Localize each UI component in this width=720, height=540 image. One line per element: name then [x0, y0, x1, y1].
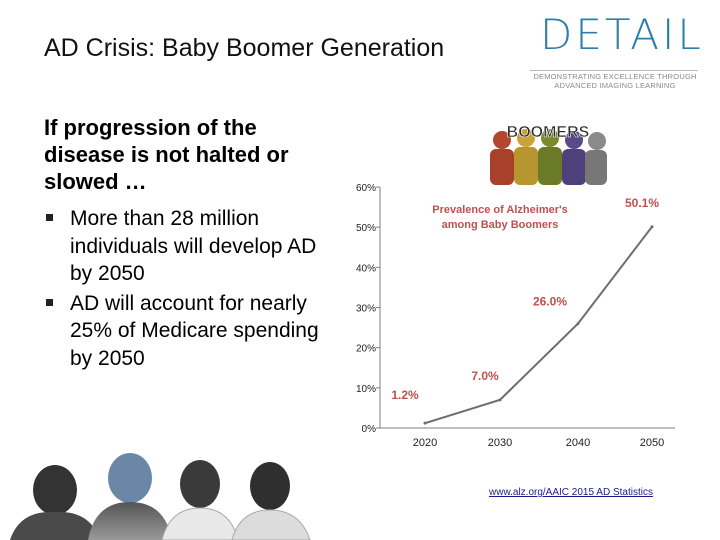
- medical-staff-silhouettes: [10, 453, 311, 540]
- doctor-silhouette-icon: [10, 465, 100, 540]
- x-tick-label: 2050: [640, 437, 664, 449]
- y-tick-label: 0%: [362, 424, 377, 435]
- logo-tagline-line-1: DEMONSTRATING EXCELLENCE THROUGH: [533, 72, 697, 81]
- y-tick-label: 10%: [356, 384, 376, 395]
- logo-wordmark: DETAIL: [540, 10, 704, 59]
- y-tick-label: 20%: [356, 344, 376, 355]
- prevalence-line-chart: BOOMERS 0% 10% 20% 30% 40% 50% 60% 2020 2030 2040…: [356, 124, 675, 449]
- source-link[interactable]: www.alz.org/AAIC 2015 AD Statistics: [489, 487, 653, 498]
- logo-tagline: DEMONSTRATING EXCELLENCE THROUGH ADVANCE…: [530, 72, 700, 90]
- series-line: [424, 226, 653, 425]
- logo-tagline-line-2: ADVANCED IMAGING LEARNING: [554, 81, 676, 90]
- chart-annotation-line-1: Prevalence of Alzheimer's: [432, 204, 568, 216]
- data-point: [576, 322, 580, 326]
- square-bullet-icon: [46, 214, 53, 221]
- bullet-item: AD will account for nearly 25% of Medica…: [44, 290, 334, 373]
- intro-heading: If progression of the disease is not hal…: [44, 115, 289, 194]
- bullet-text: AD will account for nearly 25% of Medica…: [70, 291, 319, 370]
- x-tick-label: 2030: [488, 437, 512, 449]
- data-point: [423, 421, 427, 425]
- x-tick-label: 2040: [566, 437, 590, 449]
- x-tick-label: 2020: [413, 437, 437, 449]
- logo-divider: [530, 70, 698, 71]
- boomers-illustration-icon: BOOMERS: [490, 124, 607, 185]
- boomers-banner-text: BOOMERS: [507, 124, 590, 141]
- y-tick-label: 60%: [356, 183, 376, 194]
- data-label: 50.1%: [625, 196, 659, 210]
- bullet-text: More than 28 million individuals will de…: [70, 207, 317, 285]
- slide-title: AD Crisis: Baby Boomer Generation: [44, 34, 445, 62]
- bullet-list: More than 28 million individuals will de…: [44, 205, 334, 374]
- chart-marks: 1.2% 7.0% 26.0% 50.1%: [391, 196, 659, 425]
- surgeon-silhouette-icon: [88, 453, 172, 540]
- physician-silhouette-icon: [231, 462, 311, 540]
- chart-axes: 0% 10% 20% 30% 40% 50% 60% 2020 2030 2040 2050: [356, 183, 675, 449]
- data-label: 1.2%: [391, 388, 419, 402]
- y-tick-label: 30%: [356, 304, 376, 315]
- data-label: 26.0%: [533, 295, 567, 309]
- data-point: [650, 225, 654, 229]
- y-tick-label: 40%: [356, 263, 376, 274]
- bullet-item: More than 28 million individuals will de…: [44, 205, 334, 288]
- data-label: 7.0%: [471, 369, 499, 383]
- y-tick-label: 50%: [356, 223, 376, 234]
- data-point: [498, 398, 502, 402]
- square-bullet-icon: [46, 298, 53, 306]
- nurse-silhouette-icon: [161, 460, 239, 540]
- chart-annotation-line-2: among Baby Boomers: [442, 219, 559, 231]
- detail-logo: DETAIL DEMONSTRATING EXCELLENCE THROUGH …: [530, 10, 701, 90]
